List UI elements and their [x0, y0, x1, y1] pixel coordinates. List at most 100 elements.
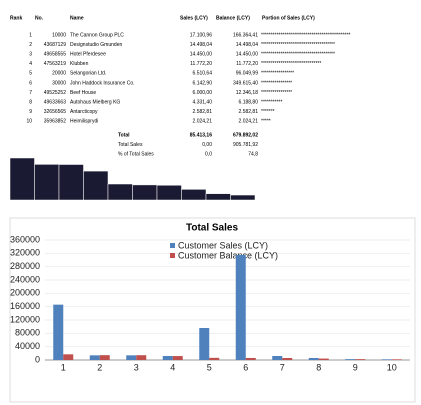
bar [209, 357, 220, 360]
table-cell: 5 [29, 71, 32, 77]
legend-swatch [170, 243, 175, 248]
bar [272, 356, 283, 360]
table-cell: 2.024,21 [239, 119, 259, 125]
table-cell: 11.772,20 [190, 61, 212, 67]
table-cell: ******************************* [261, 61, 321, 67]
x-tick-label: 5 [207, 362, 212, 372]
table-cell: 349.615,40 [233, 80, 258, 86]
legend-label: Customer Balance (LCY) [178, 250, 278, 260]
table-cell: 4.331,40 [193, 100, 213, 106]
bar [126, 355, 137, 360]
mini-bar [230, 194, 256, 201]
table-cell: 2 [29, 42, 32, 48]
total-cell: Total Sales [118, 142, 143, 148]
y-tick-label: 200000 [10, 288, 40, 298]
table-cell: ************************************** [261, 52, 335, 58]
total-cell: 0,00 [202, 142, 212, 148]
total-cell: 0,0 [205, 151, 212, 157]
total-cell: 85.413,16 [190, 132, 212, 138]
total-cell: 905.781,92 [233, 142, 258, 148]
table-cell: 30000 [52, 80, 66, 86]
total-cell: 679.892,02 [233, 132, 258, 138]
table-cell: John Haddock Insurance Co. [70, 80, 134, 86]
x-tick-label: 1 [61, 362, 66, 372]
table-cell: Autohaus Mielberg KG [70, 100, 120, 106]
x-tick-label: 4 [170, 362, 175, 372]
table-cell: 2.582,81 [239, 109, 259, 115]
table-cell: 2.582,81 [193, 109, 213, 115]
table-cell: 96.049,99 [236, 71, 258, 77]
mini-bar [34, 164, 60, 201]
bar [355, 359, 366, 360]
bar [172, 356, 183, 360]
mini-bar [83, 170, 109, 201]
table-cell: 6.000,00 [193, 90, 213, 96]
table-cell: ******* [261, 109, 275, 115]
column-header: Name [70, 15, 84, 21]
table-cell: 6.510,64 [193, 71, 213, 77]
table-cell: 11.772,20 [236, 61, 258, 67]
bar [136, 355, 147, 360]
column-header: Balance (LCY) [216, 15, 250, 21]
table-cell: 14.498,04 [236, 42, 258, 48]
table-cell: 14.498,04 [190, 42, 212, 48]
x-tick-label: 10 [387, 362, 397, 372]
total-cell: % of Total Sales [118, 151, 154, 157]
table-cell: Hotel Pferdesee [70, 52, 106, 58]
x-tick-label: 3 [134, 362, 139, 372]
table-cell: 1 [29, 32, 32, 38]
table-cell: 20000 [52, 71, 66, 77]
y-tick-label: 280000 [10, 261, 40, 271]
mini-bar [156, 185, 182, 201]
table-cell: Heimilisprydi [70, 119, 98, 125]
y-tick-label: 240000 [10, 274, 40, 284]
bar [282, 358, 293, 360]
column-header: No. [35, 15, 44, 21]
bar [391, 359, 402, 360]
y-tick-label: 80000 [15, 328, 40, 338]
table-cell: Beef House [70, 90, 96, 96]
table-cell: 47563219 [44, 61, 66, 67]
bar [245, 357, 256, 360]
table-cell: 14.450,00 [236, 52, 258, 58]
y-tick-label: 0 [35, 354, 40, 364]
table-cell: 8 [29, 100, 32, 106]
bar [89, 355, 100, 360]
table-cell: 2.024,21 [193, 119, 213, 125]
table-cell: 43687129 [44, 42, 66, 48]
table-cell: **************** [261, 90, 292, 96]
x-tick-label: 7 [280, 362, 285, 372]
table-cell: ****************************************… [261, 32, 351, 38]
table-cell: **************** [261, 80, 292, 86]
y-tick-label: 40000 [15, 341, 40, 351]
column-header: Sales (LCY) [180, 15, 208, 21]
table-cell: Antarcticopy [70, 109, 98, 115]
mini-bar [181, 189, 207, 201]
y-tick-label: 320000 [10, 248, 40, 258]
table-cell: *********** [261, 100, 282, 106]
mini-bar [9, 157, 35, 201]
chart-title: Total Sales [186, 223, 238, 234]
bar [199, 328, 210, 360]
bar [99, 355, 110, 360]
x-tick-label: 8 [316, 362, 321, 372]
bar [318, 358, 329, 360]
bar [63, 354, 74, 360]
bar [235, 255, 246, 360]
chart-frame [9, 217, 416, 403]
table-cell: The Cannon Group PLC [70, 32, 124, 38]
table-cell: 14.450,00 [190, 52, 212, 58]
mini-bar [205, 193, 231, 201]
table-cell: 6.142,90 [193, 80, 213, 86]
x-tick-label: 9 [353, 362, 358, 372]
table-cell: 3 [29, 52, 32, 58]
table-cell: 7 [29, 90, 32, 96]
table-cell: ************************************** [261, 42, 335, 48]
table-cell: 6 [29, 80, 32, 86]
table-cell: 49633663 [44, 100, 66, 106]
column-header: Rank [10, 15, 22, 21]
total-cell: 74,8 [248, 151, 258, 157]
mini-bar [107, 183, 133, 201]
